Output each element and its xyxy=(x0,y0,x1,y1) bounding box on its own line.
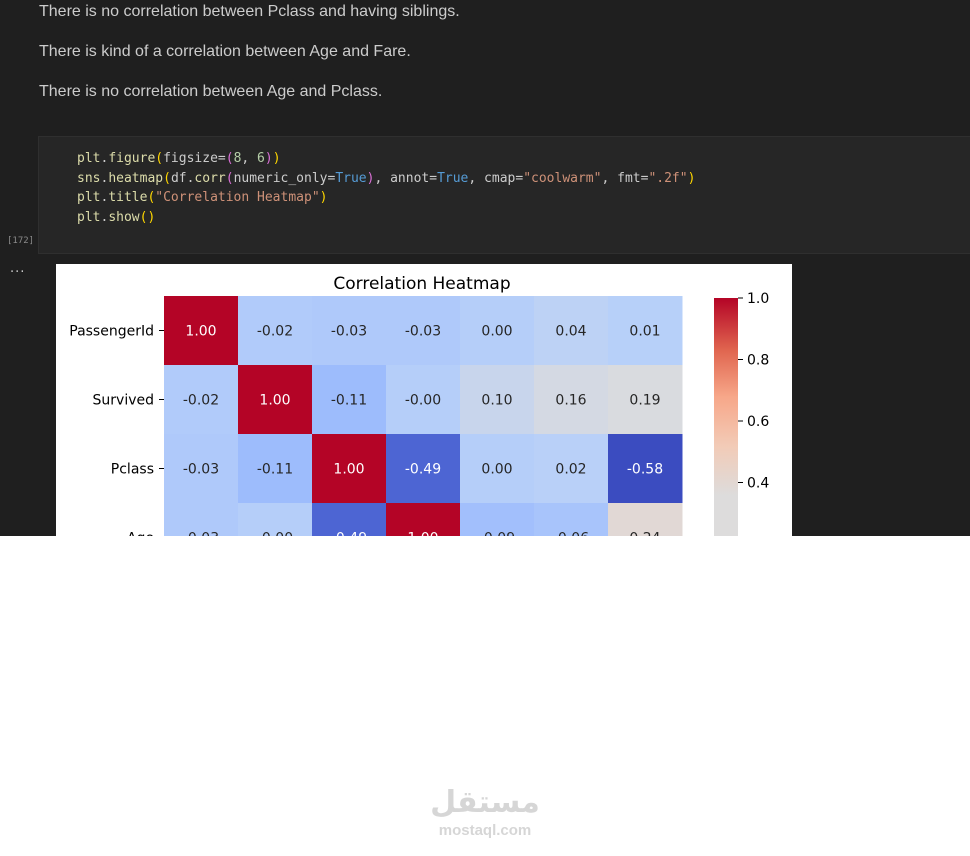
code-line-3[interactable]: plt.title("Correlation Heatmap") xyxy=(77,190,328,206)
heatmap-cell xyxy=(312,434,387,504)
notebook-dark-area: There is no correlation between Pclass a… xyxy=(0,0,970,536)
heatmap-cell xyxy=(164,434,239,504)
heatmap-cell xyxy=(164,503,239,536)
cell-annotation: 1.00 xyxy=(333,462,364,478)
heatmap-cell xyxy=(164,296,239,366)
heatmap-cell xyxy=(608,434,683,504)
output-menu-icon[interactable]: ... xyxy=(10,261,26,276)
colorbar-tick-label: 0.6 xyxy=(747,414,769,430)
cell-annotation: 0.04 xyxy=(555,324,586,340)
heatmap-cell xyxy=(608,365,683,435)
code-cell[interactable]: plt.figure(figsize=(8, 6)) sns.heatmap(d… xyxy=(38,136,970,254)
cell-annotation: -0.03 xyxy=(183,462,219,478)
heatmap-cell xyxy=(386,365,461,435)
cell-annotation: 0.10 xyxy=(481,393,512,409)
heatmap-cell xyxy=(460,434,535,504)
chart-title: Correlation Heatmap xyxy=(333,274,510,294)
heatmap-cell xyxy=(460,296,535,366)
heatmap-cell xyxy=(534,296,609,366)
cell-annotation: 0.24 xyxy=(629,531,660,537)
cell-annotation: -0.11 xyxy=(257,462,293,478)
row-label: PassengerId xyxy=(69,324,154,340)
row-label: Survived xyxy=(93,393,154,409)
row-label: Pclass xyxy=(111,462,154,478)
cell-annotation: -0.03 xyxy=(183,531,219,537)
cell-annotation: -0.02 xyxy=(257,324,293,340)
heatmap-cell xyxy=(312,503,387,536)
heatmap-cell xyxy=(534,503,609,536)
cell-annotation: 0.01 xyxy=(629,324,660,340)
heatmap-cell xyxy=(238,434,313,504)
heatmap-cell xyxy=(608,296,683,366)
heatmap-cell xyxy=(460,365,535,435)
cell-annotation: -0.00 xyxy=(257,531,293,537)
cell-annotation: -0.02 xyxy=(183,393,219,409)
heatmap-figure: Correlation Heatmap 1.00 -0.02 -0.03 -0.03 0… xyxy=(56,264,792,536)
cell-annotation: -0.06 xyxy=(553,531,589,537)
heatmap-cell xyxy=(312,296,387,366)
colorbar-tick-label: 0.8 xyxy=(747,353,769,369)
cell-annotation: -0.11 xyxy=(331,393,367,409)
cell-annotation: 0.00 xyxy=(481,462,512,478)
heatmap-cell xyxy=(386,503,461,536)
heatmap-cell xyxy=(312,365,387,435)
cell-annotation: -0.58 xyxy=(627,462,663,478)
heatmap-cell xyxy=(164,365,239,435)
cell-annotation: 0.19 xyxy=(629,393,660,409)
heatmap-chart: Correlation Heatmap 1.00 -0.02 -0.03 -0.03 0… xyxy=(69,274,769,537)
heatmap-cell xyxy=(238,365,313,435)
cell-annotation: -0.49 xyxy=(331,531,367,537)
heatmap-cell xyxy=(386,434,461,504)
heatmap-cell xyxy=(534,434,609,504)
cell-annotation: 0.02 xyxy=(555,462,586,478)
cell-annotation: 1.00 xyxy=(185,324,216,340)
execution-count: [172] xyxy=(7,236,35,246)
colorbar-tick-label: 1.0 xyxy=(747,291,769,307)
cell-annotation: -0.09 xyxy=(479,531,515,537)
markdown-line-1: There is no correlation between Pclass a… xyxy=(39,3,460,20)
cell-annotation: -0.03 xyxy=(405,324,441,340)
code-line-2[interactable]: sns.heatmap(df.corr(numeric_only=True), … xyxy=(77,170,696,186)
heatmap-cell xyxy=(238,296,313,366)
cell-annotation: 0.00 xyxy=(481,324,512,340)
watermark-latin: mostaql.com xyxy=(438,822,532,839)
cell-annotation: 1.00 xyxy=(259,393,290,409)
code-line-1[interactable]: plt.figure(figsize=(8, 6)) xyxy=(77,151,281,166)
heatmap-cell xyxy=(238,503,313,536)
code-line-4[interactable]: plt.show() xyxy=(77,209,156,225)
heatmap-cell xyxy=(386,296,461,366)
cell-annotation: -0.49 xyxy=(405,462,441,478)
watermark-arabic: مستقل xyxy=(430,785,540,820)
markdown-line-3: There is no correlation between Age and … xyxy=(39,83,383,100)
heatmap-cell xyxy=(534,365,609,435)
heatmap-cell xyxy=(608,503,683,536)
colorbar-tick-label: 0.4 xyxy=(747,476,769,492)
markdown-line-2: There is kind of a correlation between A… xyxy=(39,43,411,60)
watermark: مستقل mostaql.com xyxy=(426,785,544,840)
row-label: Age xyxy=(127,531,154,537)
cell-annotation: 0.16 xyxy=(555,393,586,409)
colorbar xyxy=(714,298,738,536)
cell-annotation: 1.00 xyxy=(407,531,438,537)
cell-annotation: -0.00 xyxy=(405,393,441,409)
cell-annotation: -0.03 xyxy=(331,324,367,340)
heatmap-cell xyxy=(460,503,535,536)
